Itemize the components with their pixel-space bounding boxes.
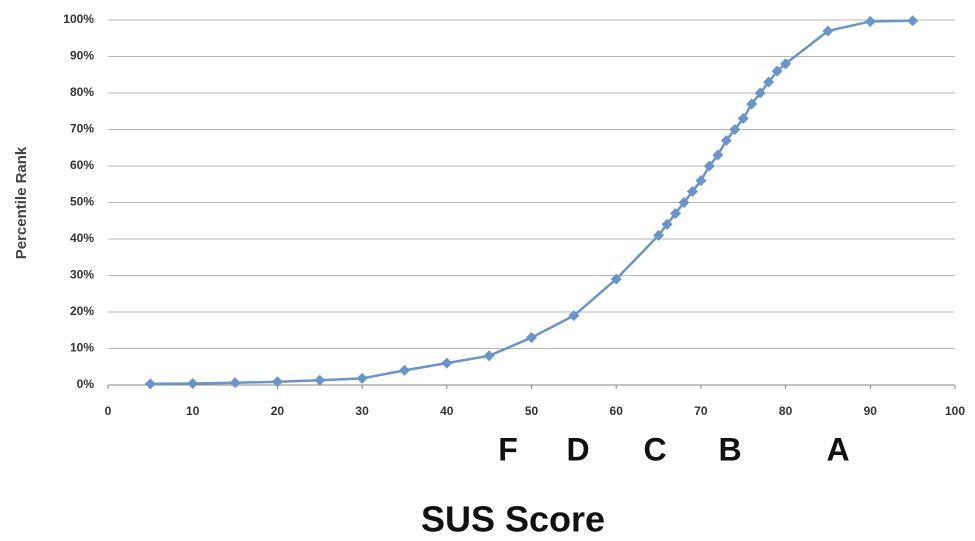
x-tick-label: 20	[271, 404, 285, 418]
x-tick-label: 10	[186, 404, 200, 418]
grade-label: C	[643, 431, 666, 467]
y-tick-label: 20%	[70, 304, 94, 318]
x-tick-label: 70	[694, 404, 708, 418]
x-tick-label: 30	[355, 404, 369, 418]
marker	[272, 376, 283, 387]
y-tick-label: 60%	[70, 158, 94, 172]
y-tick-label: 0%	[77, 377, 95, 391]
marker	[441, 358, 452, 369]
x-tick-label: 90	[864, 404, 878, 418]
marker	[865, 16, 876, 27]
marker	[484, 350, 495, 361]
marker	[907, 15, 918, 26]
y-tick-label: 70%	[70, 122, 94, 136]
marker	[314, 375, 325, 386]
y-tick-label: 50%	[70, 195, 94, 209]
y-tick-label: 80%	[70, 85, 94, 99]
y-tick-label: 30%	[70, 268, 94, 282]
y-tick-label: 10%	[70, 341, 94, 355]
x-tick-label: 60	[610, 404, 624, 418]
marker	[230, 377, 241, 388]
grade-label: A	[826, 431, 849, 467]
y-tick-label: 100%	[63, 12, 94, 26]
marker	[357, 373, 368, 384]
x-tick-label: 100	[945, 404, 965, 418]
x-tick-label: 50	[525, 404, 539, 418]
x-axis-label: SUS Score	[421, 499, 605, 540]
marker	[187, 378, 198, 389]
grade-label: B	[718, 431, 741, 467]
x-tick-label: 80	[779, 404, 793, 418]
grade-label: D	[566, 431, 589, 467]
y-axis-label: Percentile Rank	[13, 146, 30, 259]
grade-label: F	[498, 431, 518, 467]
marker	[145, 378, 156, 389]
chart: SUS Score Percentile Rank 0% 10% 20% 30% 40%…	[0, 0, 975, 541]
y-tick-label: 40%	[70, 231, 94, 245]
y-tick-label: 90%	[70, 49, 94, 63]
x-tick-label: 0	[105, 404, 112, 418]
x-tick-label: 40	[440, 404, 454, 418]
marker	[399, 365, 410, 376]
marker	[526, 332, 537, 343]
